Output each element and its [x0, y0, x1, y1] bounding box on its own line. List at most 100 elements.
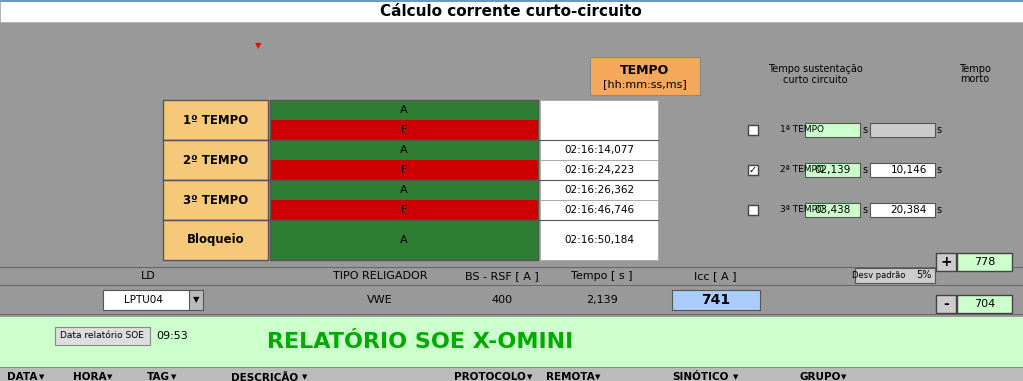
Text: 3ª TEMPO: 3ª TEMPO — [780, 205, 824, 215]
Bar — [805, 163, 860, 177]
Text: A: A — [400, 145, 408, 155]
Text: Desv padrão: Desv padrão — [852, 271, 905, 280]
Text: 704: 704 — [974, 299, 995, 309]
Bar — [0, 0, 1023, 2]
Text: ✓: ✓ — [749, 165, 757, 175]
Bar — [270, 180, 538, 200]
Text: SINÓTICO: SINÓTICO — [672, 372, 728, 381]
Text: VWE: VWE — [367, 295, 393, 305]
Text: 02:16:26,362: 02:16:26,362 — [564, 185, 634, 195]
Text: F: F — [401, 125, 407, 135]
Text: s: s — [862, 165, 868, 175]
Text: s: s — [936, 165, 941, 175]
Text: 778: 778 — [974, 257, 995, 267]
Bar — [163, 140, 268, 180]
Text: ▼: ▼ — [841, 374, 847, 380]
Bar — [748, 165, 758, 175]
Bar — [540, 160, 658, 180]
Text: DATA: DATA — [7, 372, 37, 381]
Text: F: F — [401, 205, 407, 215]
Text: -: - — [943, 297, 949, 311]
Text: 400: 400 — [491, 295, 513, 305]
Text: REMOTA: REMOTA — [545, 372, 594, 381]
Bar — [936, 295, 957, 313]
Text: F: F — [401, 165, 407, 175]
Text: s: s — [936, 125, 941, 135]
Text: ▼: ▼ — [192, 296, 199, 304]
Text: TEMPO: TEMPO — [620, 64, 670, 77]
Bar — [936, 253, 957, 271]
Bar — [805, 203, 860, 217]
Bar — [540, 220, 658, 260]
Bar — [870, 123, 935, 137]
Text: 02:16:50,184: 02:16:50,184 — [564, 235, 634, 245]
Text: BS - RSF [ A ]: BS - RSF [ A ] — [465, 271, 539, 281]
Bar — [957, 295, 1012, 313]
Bar — [540, 200, 658, 220]
Bar — [0, 286, 1023, 314]
Bar — [270, 100, 538, 140]
Text: morto: morto — [961, 74, 989, 84]
Bar — [540, 140, 658, 160]
Text: 02:16:46,746: 02:16:46,746 — [564, 205, 634, 215]
Bar — [805, 123, 860, 137]
Text: 02:16:24,223: 02:16:24,223 — [564, 165, 634, 175]
Text: 10,146: 10,146 — [891, 165, 927, 175]
Text: TIPO RELIGADOR: TIPO RELIGADOR — [332, 271, 428, 281]
Text: s: s — [862, 205, 868, 215]
Text: 2ª TEMPO: 2ª TEMPO — [780, 165, 824, 174]
Text: ▼: ▼ — [733, 374, 739, 380]
Bar — [672, 290, 760, 310]
Text: RELATÓRIO SOE X-OMINI: RELATÓRIO SOE X-OMINI — [267, 332, 573, 352]
Text: Icc [ A ]: Icc [ A ] — [694, 271, 737, 281]
Text: 1º TEMPO: 1º TEMPO — [183, 114, 249, 126]
Text: 20,384: 20,384 — [891, 205, 927, 215]
Bar — [870, 163, 935, 177]
Text: Tempo sustentação: Tempo sustentação — [767, 64, 862, 74]
Bar — [189, 290, 203, 310]
Bar — [0, 317, 1023, 367]
Bar — [163, 220, 268, 260]
Text: HORA: HORA — [74, 372, 106, 381]
Text: 5%: 5% — [917, 271, 932, 280]
Text: Tempo: Tempo — [960, 64, 991, 74]
Text: 03,438: 03,438 — [814, 205, 851, 215]
Text: s: s — [862, 125, 868, 135]
Bar — [540, 100, 658, 140]
Text: 09:53: 09:53 — [157, 331, 188, 341]
Bar — [163, 180, 268, 220]
Text: s: s — [936, 205, 941, 215]
Text: ▼: ▼ — [255, 42, 261, 51]
Text: A: A — [400, 185, 408, 195]
Bar — [748, 205, 758, 215]
Bar — [270, 140, 538, 180]
Text: Cálculo corrente curto-circuito: Cálculo corrente curto-circuito — [381, 3, 641, 19]
Text: ▼: ▼ — [39, 374, 45, 380]
Bar — [957, 253, 1012, 271]
Text: Data relatório SOE: Data relatório SOE — [60, 331, 144, 341]
Bar — [270, 100, 538, 120]
Text: ▼: ▼ — [303, 374, 308, 380]
Bar — [270, 220, 538, 260]
Bar — [540, 180, 658, 200]
Text: A: A — [400, 235, 408, 245]
Text: TAG: TAG — [146, 372, 170, 381]
Text: A: A — [400, 105, 408, 115]
Text: 2º TEMPO: 2º TEMPO — [183, 154, 249, 166]
Bar — [590, 57, 700, 95]
Bar — [0, 267, 1023, 268]
Bar — [163, 100, 268, 140]
Bar — [0, 367, 1023, 381]
Bar — [270, 200, 538, 220]
Text: curto circuito: curto circuito — [783, 75, 847, 85]
Bar — [0, 367, 1023, 368]
Bar — [0, 0, 1023, 22]
Bar — [103, 290, 193, 310]
Text: 3º TEMPO: 3º TEMPO — [183, 194, 249, 207]
Text: PROTOCOLO: PROTOCOLO — [454, 372, 526, 381]
Bar — [270, 120, 538, 140]
Bar — [270, 140, 538, 160]
Text: ▼: ▼ — [107, 374, 113, 380]
Bar — [855, 268, 935, 283]
Text: 741: 741 — [702, 293, 730, 307]
